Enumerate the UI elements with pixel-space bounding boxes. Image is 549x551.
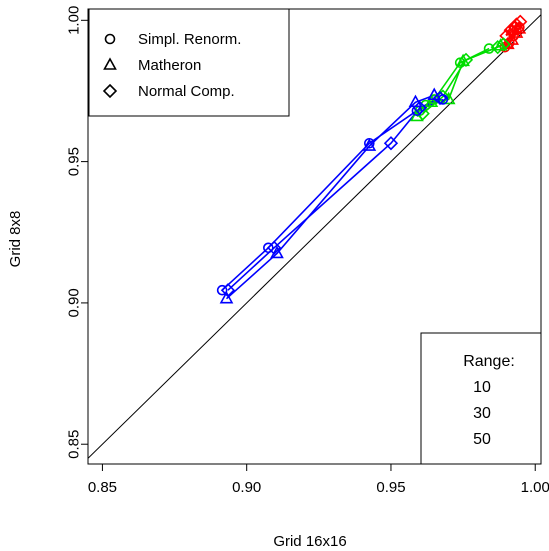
data-point-range-30-diamond <box>490 40 505 55</box>
range-legend-title: Range: <box>463 353 515 370</box>
x-axis-label: Grid 16x16 <box>273 533 346 550</box>
data-point-range-50-circle <box>216 284 228 296</box>
legend-diamond-icon <box>102 83 118 99</box>
y-axis: 0.85 0.90 0.95 1.00 <box>66 6 88 459</box>
data-point-range-30-diamond <box>458 52 474 68</box>
data-point-range-50-triangle <box>270 245 284 259</box>
x-tick-label: 0.90 <box>232 479 261 496</box>
legend-symbol-triangle <box>103 57 117 70</box>
legend-symbol-diamond <box>102 83 118 99</box>
data-point-range-30-diamond <box>415 106 430 121</box>
data-point-range-50-diamond <box>412 100 427 116</box>
data-point-range-50-diamond <box>383 136 399 151</box>
plot-area <box>87 8 542 465</box>
data-point-range-50-triangle <box>219 291 234 304</box>
legend-label-simpl-renorm: Simpl. Renorm. <box>138 31 241 48</box>
range-legend-10: 10 <box>473 379 491 396</box>
legend-triangle-icon <box>103 57 117 70</box>
data-point-range-50-diamond <box>220 283 236 298</box>
data-point-range-10-triangle <box>512 21 527 34</box>
range-legend-50: 50 <box>473 431 491 448</box>
data-point-range-50-circle <box>263 242 274 254</box>
x-axis: 0.85 0.90 0.95 1.00 <box>88 464 549 496</box>
data-point-range-50-triangle <box>362 138 377 151</box>
data-markers <box>216 14 528 304</box>
data-point-range-30-diamond <box>435 89 451 104</box>
y-tick-label: 0.85 <box>66 430 83 459</box>
data-point-range-30-diamond <box>496 37 511 52</box>
legend-label-normal-comp: Normal Comp. <box>138 83 235 100</box>
plot-border <box>87 8 542 465</box>
range-legend-30: 30 <box>473 405 491 422</box>
data-point-range-50-diamond <box>432 90 448 106</box>
series-line-range-50-triangle <box>225 94 435 300</box>
data-point-range-10-diamond <box>509 17 524 32</box>
legend-circle-icon <box>104 33 116 45</box>
y-tick-label: 0.95 <box>66 147 83 176</box>
method-legend-box <box>88 8 290 117</box>
y-tick-label: 1.00 <box>66 6 83 35</box>
data-point-range-10-diamond <box>507 20 523 35</box>
legend-symbol-circle <box>104 33 116 45</box>
identity-line <box>88 13 541 460</box>
x-tick-label: 0.95 <box>376 479 405 496</box>
method-legend: Simpl. Renorm. Matheron Normal Comp. <box>88 8 290 117</box>
data-point-range-30-circle <box>454 57 466 68</box>
data-point-range-30-triangle <box>424 94 439 108</box>
x-tick-label: 0.85 <box>88 479 117 496</box>
x-tick-label: 1.00 <box>521 479 549 496</box>
series-line-range-50-diamond <box>227 97 441 291</box>
y-tick-label: 0.90 <box>66 288 83 317</box>
y-axis-label: Grid 8x8 <box>7 211 24 268</box>
range-legend-box <box>420 332 542 465</box>
legend-label-matheron: Matheron <box>138 57 201 74</box>
data-point-range-30-triangle <box>410 108 424 122</box>
range-legend: Range: 10 30 50 <box>420 332 542 465</box>
data-point-range-50-diamond <box>266 240 282 255</box>
reference-diagonal <box>88 13 541 460</box>
